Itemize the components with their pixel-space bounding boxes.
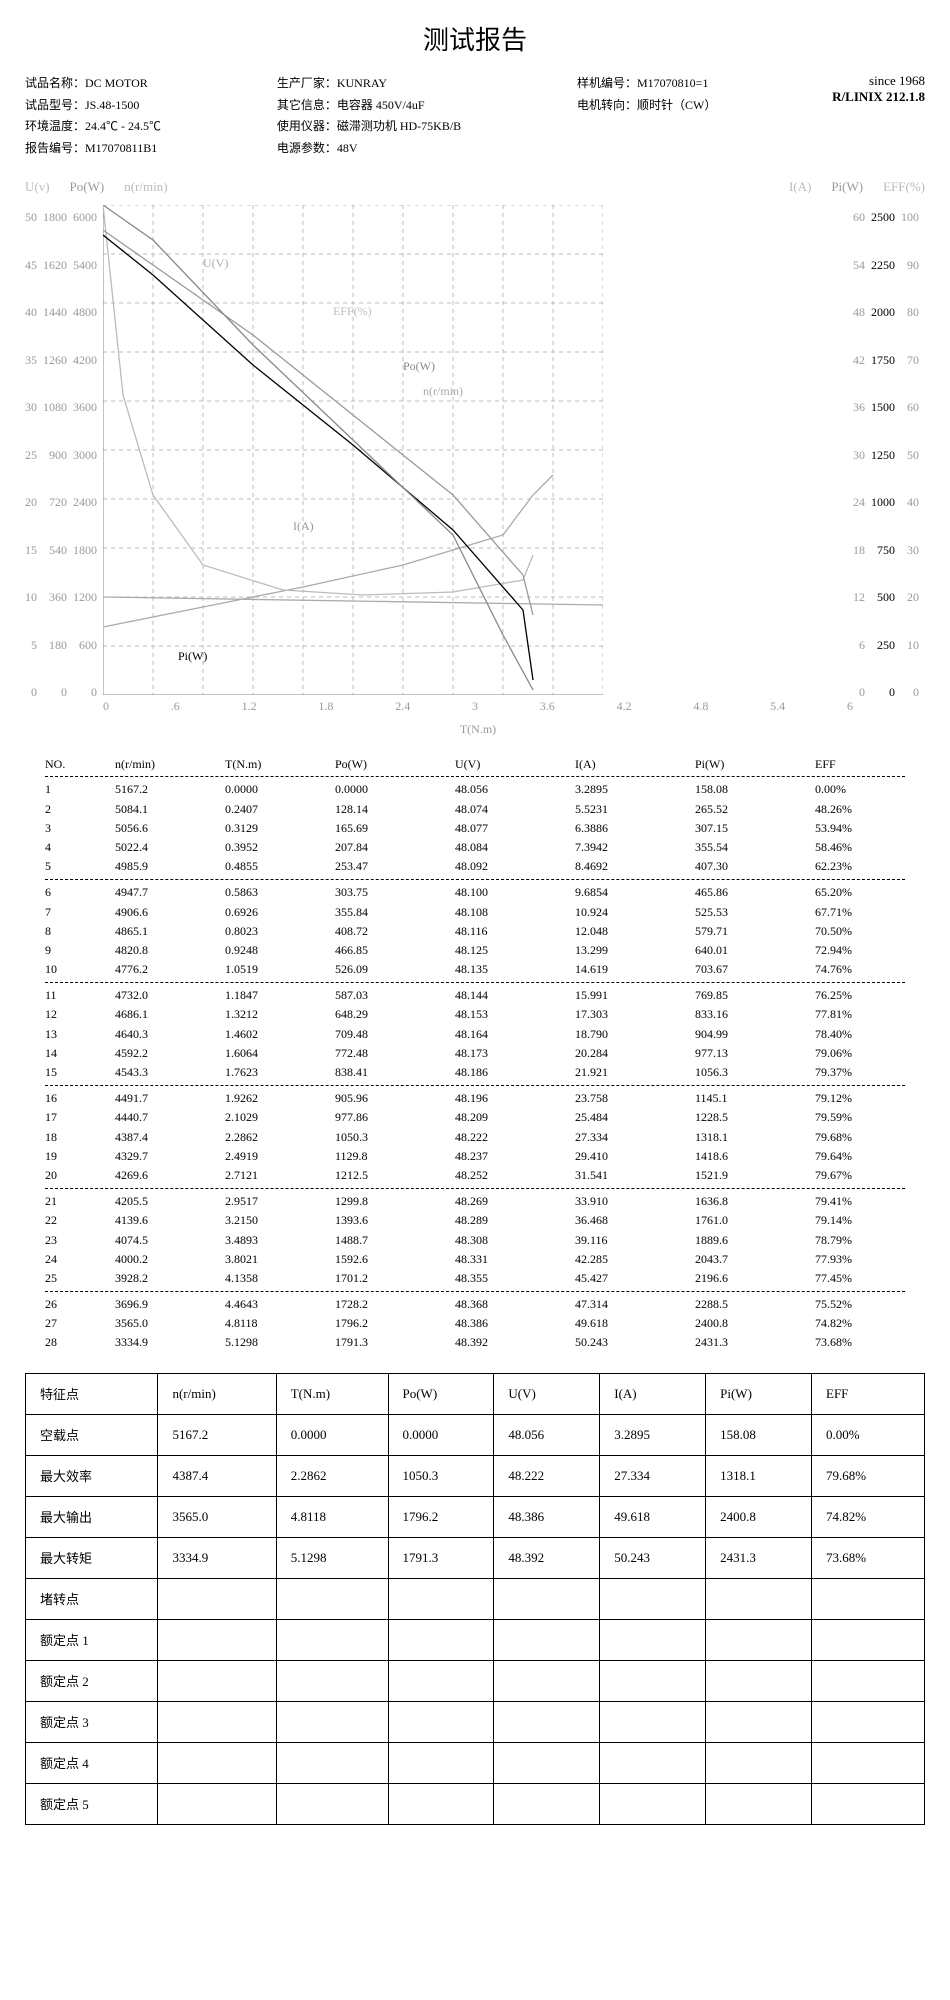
- svg-text:Po(W): Po(W): [403, 359, 435, 373]
- svg-text:Pi(W): Pi(W): [178, 649, 207, 663]
- svg-text:EFF(%): EFF(%): [333, 304, 372, 318]
- data-table: NO.n(r/min)T(N.m)Po(W)U(V)I(A)Pi(W)EFF 1…: [45, 757, 905, 1352]
- chart-area: 50454035302520151050 1800162014401260108…: [25, 205, 925, 737]
- report-title: 测试报告: [25, 20, 925, 57]
- header-meta: 试品名称：DC MOTOR试品型号：JS.48-1500环境温度：24.4℃ -…: [25, 73, 925, 159]
- summary-table: 特征点n(r/min)T(N.m)Po(W)U(V)I(A)Pi(W)EFF空载…: [25, 1373, 925, 1825]
- brand-block: since 1968 R/LINIX 212.1.8: [832, 73, 925, 159]
- svg-text:I(A): I(A): [293, 519, 314, 533]
- x-axis-label: T(N.m): [103, 722, 853, 737]
- svg-text:U(V): U(V): [203, 256, 228, 270]
- axis-header: U(v)Po(W)n(r/min) I(A)Pi(W)EFF(%): [25, 179, 925, 195]
- svg-text:n(r/min): n(r/min): [423, 384, 463, 398]
